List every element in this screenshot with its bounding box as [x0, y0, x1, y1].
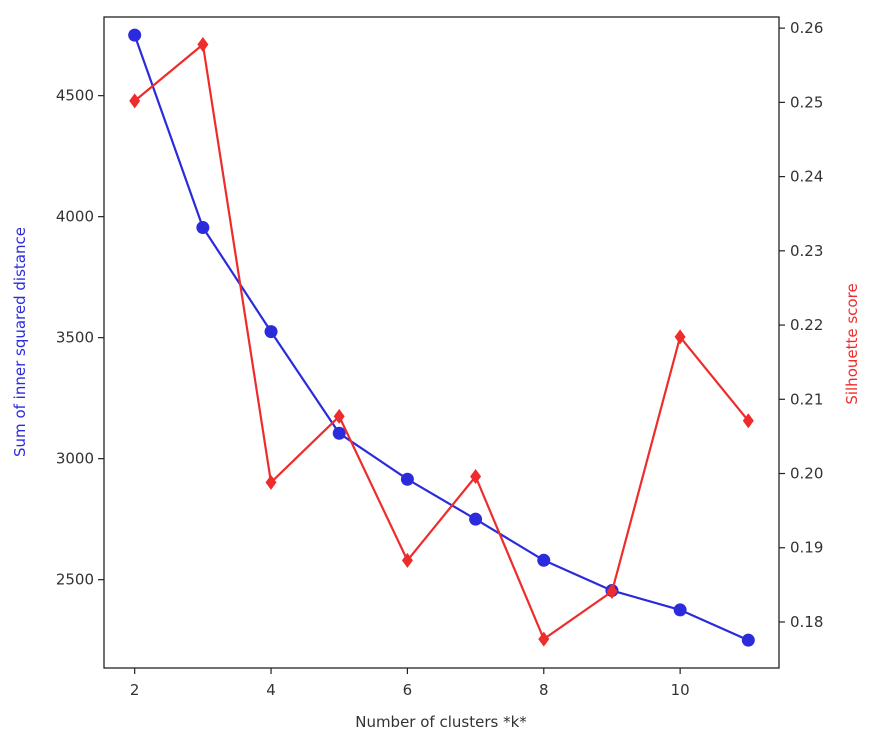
x-axis: 2 4 6 8 10	[130, 668, 690, 699]
inertia-point	[265, 325, 278, 338]
silhouette-series-line	[135, 45, 749, 640]
series-layer	[128, 29, 755, 647]
silhouette-point	[129, 93, 140, 108]
inertia-point	[537, 554, 550, 567]
y-right-tick-label: 0.18	[790, 613, 823, 631]
inertia-point	[333, 427, 346, 440]
inertia-point	[196, 221, 209, 234]
inertia-point	[742, 634, 755, 647]
y-axis-right-label: Silhouette score	[843, 283, 861, 404]
silhouette-point	[538, 632, 549, 647]
y-right-tick-label: 0.22	[790, 316, 823, 334]
inertia-point	[401, 473, 414, 486]
inertia-point	[469, 513, 482, 526]
y-right-tick-label: 0.26	[790, 19, 823, 37]
x-tick-label: 10	[671, 681, 690, 699]
y-right-tick-label: 0.25	[790, 93, 823, 111]
y-axis-left-label: Sum of inner squared distance	[11, 227, 29, 457]
silhouette-point	[197, 37, 208, 52]
y-left-tick-label: 3000	[56, 450, 94, 468]
inertia-point	[674, 603, 687, 616]
y-right-tick-label: 0.21	[790, 390, 823, 408]
y-left-tick-label: 3500	[56, 329, 94, 347]
y-right-tick-label: 0.24	[790, 168, 823, 186]
y-axis-left: 2500 3000 3500 4000 4500	[56, 87, 104, 589]
y-left-tick-label: 4500	[56, 87, 94, 105]
x-tick-label: 2	[130, 681, 140, 699]
y-right-tick-label: 0.19	[790, 539, 823, 557]
y-right-tick-label: 0.23	[790, 242, 823, 260]
x-tick-label: 8	[539, 681, 549, 699]
y-axis-right: 0.18 0.19 0.20 0.21 0.22 0.23 0.24 0.25 0.26	[779, 19, 823, 631]
x-axis-label: Number of clusters *k*	[355, 713, 527, 731]
y-left-tick-label: 4000	[56, 208, 94, 226]
x-tick-label: 6	[403, 681, 413, 699]
x-tick-label: 4	[266, 681, 276, 699]
inertia-series-line	[135, 35, 749, 640]
inertia-point	[128, 29, 141, 42]
y-right-tick-label: 0.20	[790, 465, 823, 483]
y-left-tick-label: 2500	[56, 571, 94, 589]
